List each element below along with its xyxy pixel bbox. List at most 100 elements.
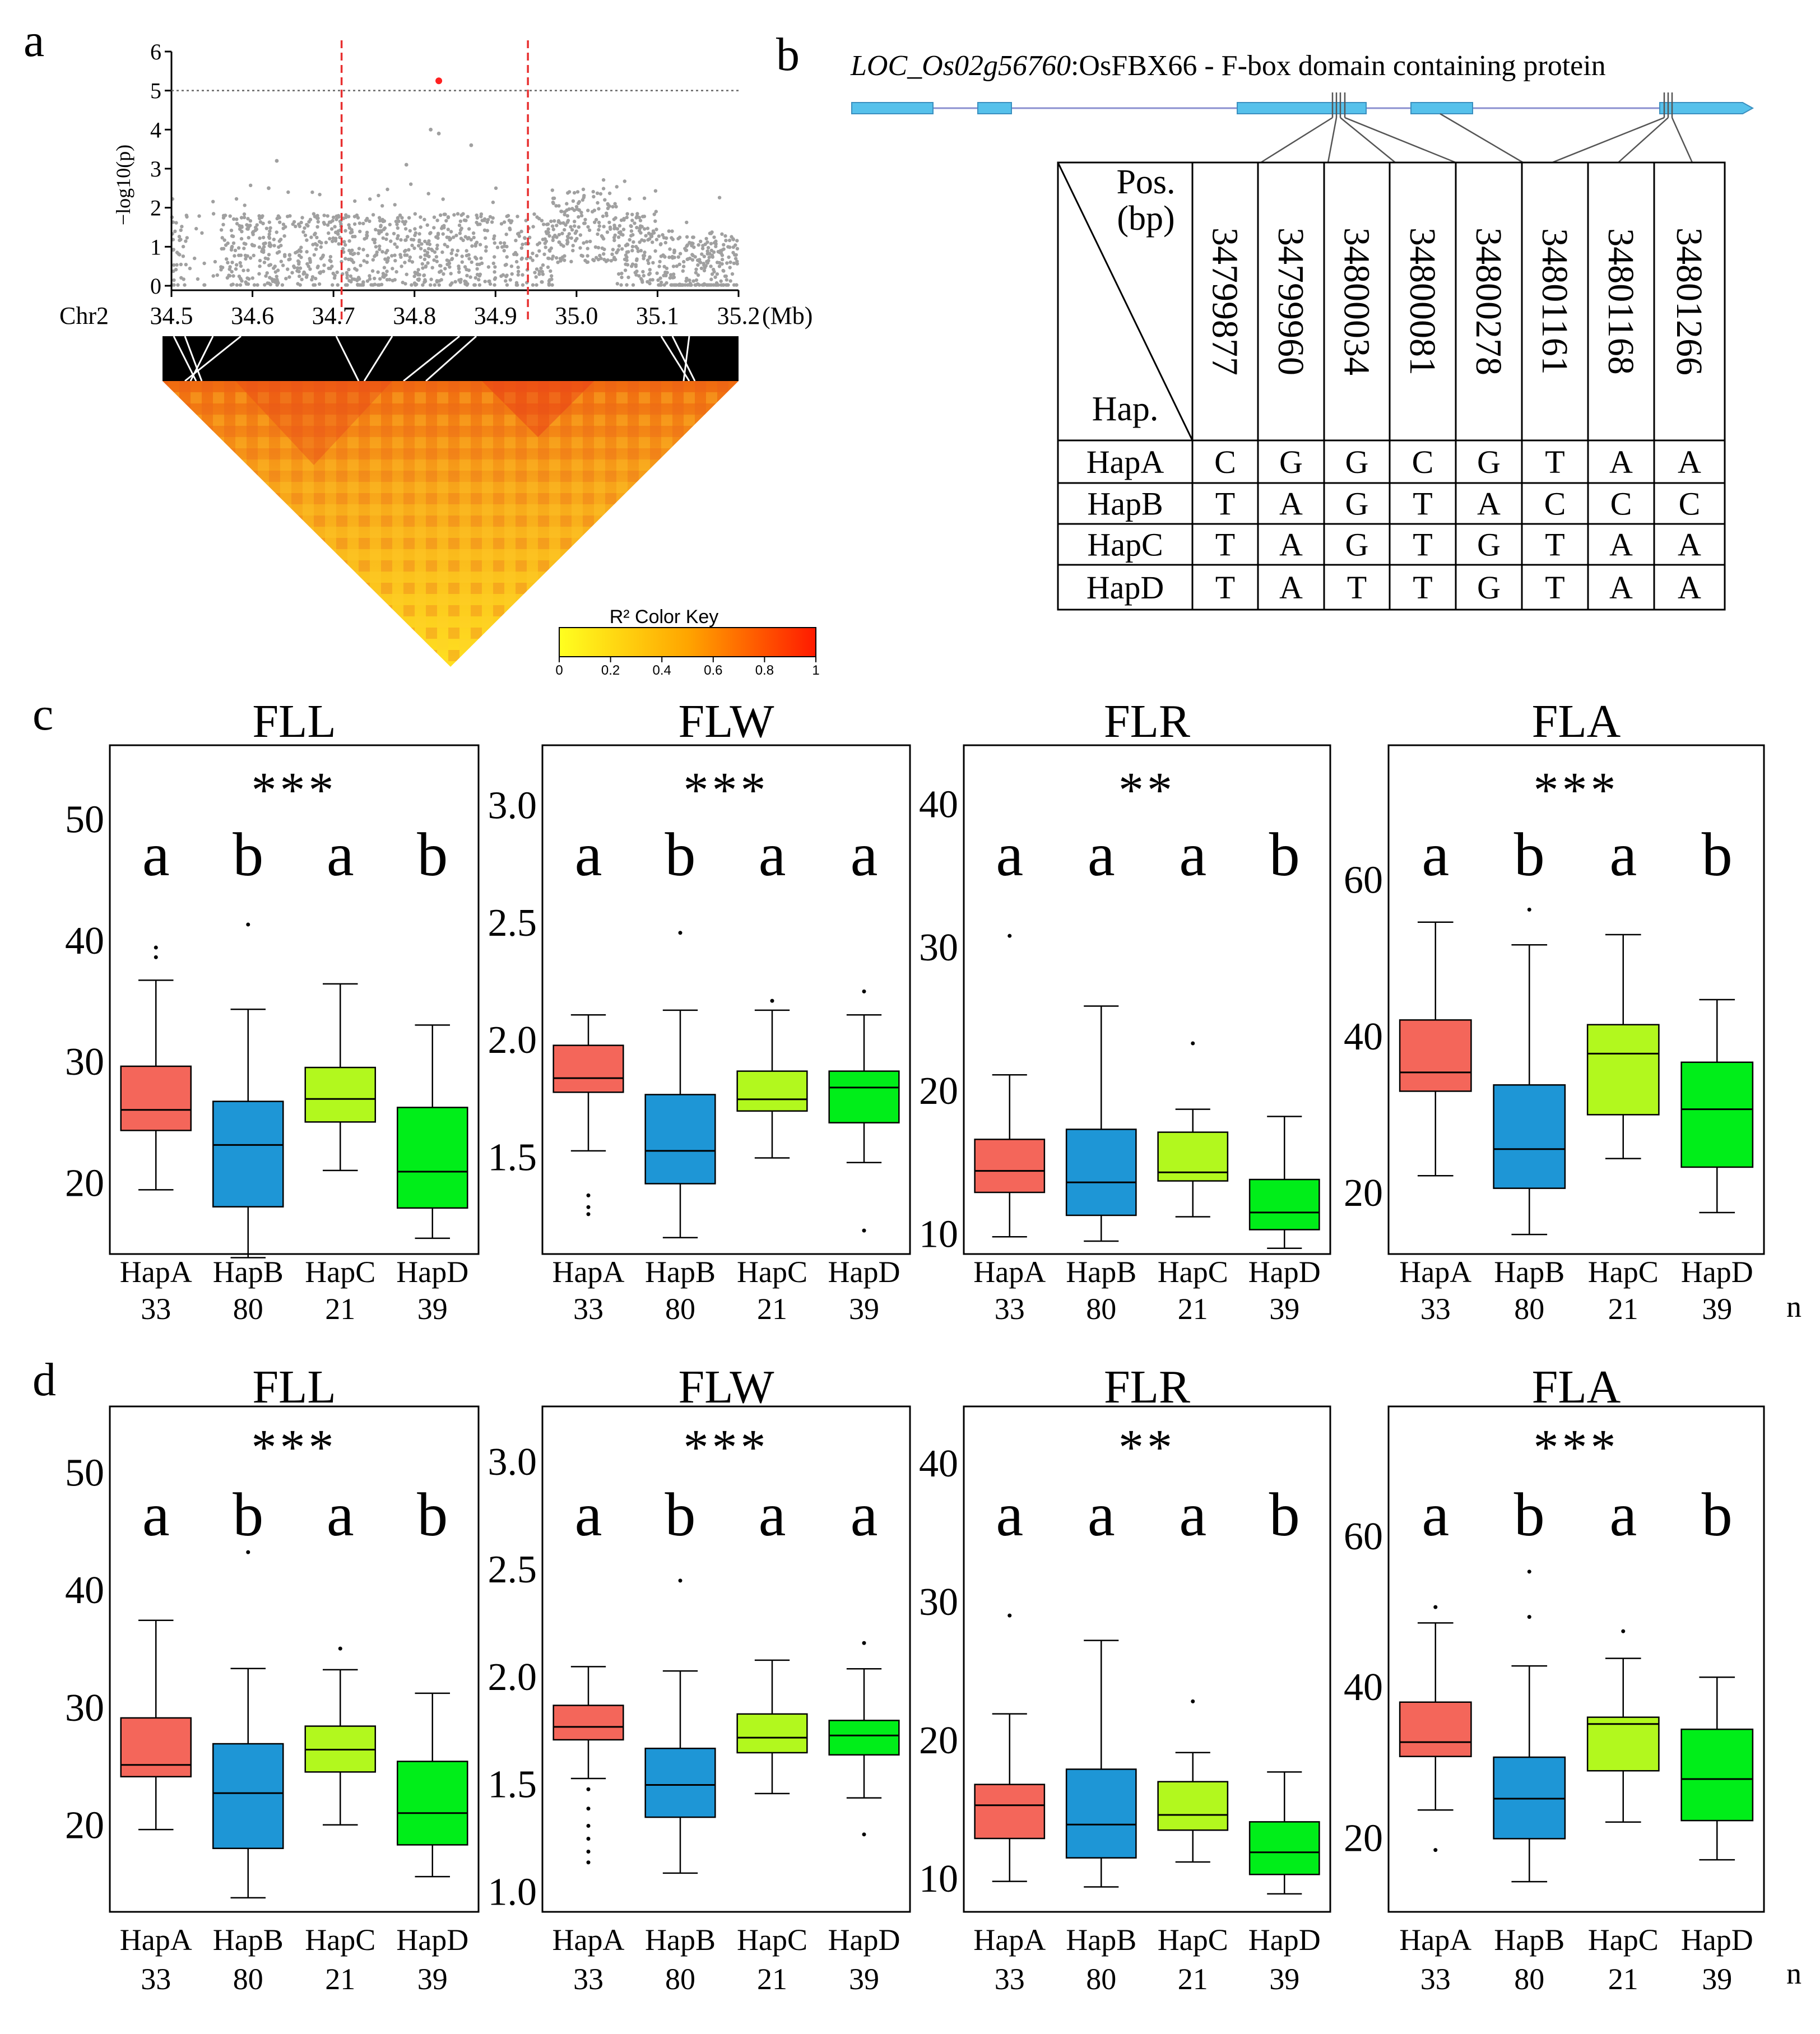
snp-point [512, 252, 516, 257]
sample-size: 21 [757, 1292, 787, 1326]
snp-point [472, 283, 476, 287]
snp-point [310, 278, 314, 282]
gene-model [851, 92, 1754, 164]
box-hapd: b HapD 39 [1248, 1480, 1321, 1996]
snp-point [628, 197, 632, 201]
snp-point [733, 243, 737, 247]
snp-point [638, 219, 643, 222]
snp-point [343, 229, 347, 233]
snp-point [491, 200, 495, 205]
snp-point [579, 253, 583, 258]
snp-point [659, 283, 663, 287]
snp-point [384, 237, 388, 242]
snp-point [595, 191, 600, 195]
header-bp: (bp) [1117, 199, 1174, 238]
snp-point [378, 277, 382, 281]
snp-point [561, 244, 565, 248]
snp-point [279, 244, 283, 248]
snp-point [601, 178, 606, 182]
snp-point [668, 247, 672, 251]
snp-point [722, 269, 726, 273]
snp-point [646, 280, 649, 284]
snp-point [642, 196, 647, 200]
snp-point [235, 222, 239, 226]
manhattan-points [170, 77, 740, 287]
snp-point [332, 276, 337, 280]
snp-point [669, 273, 673, 277]
snp-point [410, 260, 415, 264]
snp-point [495, 245, 500, 249]
snp-point [547, 279, 551, 283]
snp-point [475, 213, 479, 217]
snp-point [611, 205, 615, 209]
snp-point [624, 262, 628, 266]
snp-point [709, 242, 713, 245]
group-letter: b [417, 1480, 448, 1549]
snp-point [322, 222, 327, 226]
snp-point [230, 244, 234, 249]
outlier-point [1527, 907, 1531, 912]
exon-4 [1410, 102, 1473, 114]
snp-point [233, 248, 238, 253]
snp-point [653, 189, 658, 193]
snp-point [275, 275, 278, 278]
hap-table-border [1057, 161, 1726, 611]
snp-point [349, 274, 352, 278]
box-hapa: a HapA 33 [1399, 1480, 1472, 1996]
snp-point [493, 276, 498, 280]
snp-point [419, 225, 422, 229]
snp-point [634, 264, 638, 268]
snp-point [177, 235, 182, 239]
snp-point [570, 228, 574, 232]
plot-title: FLW [678, 1361, 774, 1413]
snp-point [442, 226, 446, 230]
snp-point [249, 183, 253, 187]
snp-point [308, 267, 312, 271]
snp-point [268, 263, 273, 267]
snp-point [611, 248, 615, 252]
snp-point [637, 216, 642, 220]
snp-point [297, 270, 301, 273]
box-iqr [1493, 1084, 1566, 1189]
snp-point [351, 252, 355, 257]
y-tick-label: 10 [919, 1857, 958, 1901]
snp-point [636, 249, 640, 253]
haplotype-table: Pos. (bp) Hap. 34799877 34799960 34800034 3… [1057, 161, 1726, 611]
snp-point [256, 283, 259, 287]
snp-point [273, 270, 277, 274]
snp-point [337, 242, 341, 246]
sample-size: 80 [1514, 1962, 1544, 1996]
snp-point [343, 257, 347, 261]
snp-point [591, 258, 595, 262]
snp-point [535, 283, 538, 287]
snp-point [623, 268, 628, 272]
snp-point [446, 216, 451, 220]
snp-point [235, 217, 239, 221]
outlier-point [770, 999, 774, 1003]
snp-point [670, 229, 674, 233]
snp-point [278, 238, 283, 242]
snp-point [477, 277, 481, 282]
header-hap: Hap. [1092, 390, 1159, 428]
snp-point [539, 266, 543, 270]
snp-point [457, 270, 461, 274]
box-hapc: a HapC 21 [736, 1480, 808, 1996]
allele-cell: A [1609, 569, 1633, 606]
snp-point [299, 256, 303, 259]
snp-point [628, 238, 632, 242]
r2-color-key: R² Color Key 0 0.2 0.4 0.6 0.8 1 [555, 606, 819, 678]
snp-point [287, 258, 291, 262]
snp-point [476, 222, 480, 226]
snp-point [284, 225, 287, 229]
snp-point [267, 235, 271, 239]
snp-point [466, 282, 470, 286]
snp-point [720, 248, 724, 252]
snp-point [248, 256, 253, 260]
snp-point [432, 215, 437, 219]
snp-point [601, 187, 606, 191]
snp-point [465, 253, 469, 258]
snp-point [594, 217, 598, 222]
snp-point [435, 243, 439, 247]
